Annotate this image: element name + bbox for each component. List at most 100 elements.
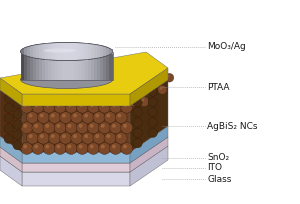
Circle shape [104, 87, 107, 90]
Circle shape [95, 97, 105, 107]
Polygon shape [91, 44, 94, 59]
Polygon shape [100, 46, 103, 57]
Polygon shape [0, 156, 22, 186]
Circle shape [40, 134, 44, 138]
Circle shape [98, 142, 110, 154]
Polygon shape [24, 51, 27, 80]
Circle shape [148, 108, 158, 117]
Circle shape [30, 99, 33, 102]
Circle shape [34, 124, 38, 128]
Polygon shape [110, 51, 112, 80]
Polygon shape [39, 51, 42, 80]
Circle shape [147, 85, 156, 94]
Circle shape [73, 97, 82, 107]
Circle shape [148, 118, 158, 127]
Circle shape [119, 99, 122, 102]
Circle shape [39, 97, 49, 107]
Circle shape [112, 124, 116, 128]
Circle shape [143, 73, 152, 82]
Circle shape [23, 103, 27, 107]
Polygon shape [103, 51, 106, 80]
Circle shape [165, 73, 174, 82]
Polygon shape [67, 42, 70, 61]
Polygon shape [76, 43, 79, 60]
Polygon shape [30, 46, 33, 57]
Polygon shape [88, 51, 91, 80]
Circle shape [4, 103, 14, 113]
Circle shape [123, 124, 127, 128]
Circle shape [13, 110, 22, 119]
Polygon shape [27, 51, 30, 80]
Circle shape [128, 97, 138, 107]
Circle shape [75, 99, 78, 102]
Polygon shape [22, 163, 130, 172]
Polygon shape [130, 80, 168, 152]
Circle shape [148, 128, 158, 137]
Polygon shape [33, 51, 36, 80]
Polygon shape [67, 51, 70, 80]
Circle shape [71, 132, 83, 144]
Circle shape [123, 145, 127, 148]
Polygon shape [20, 49, 24, 54]
Circle shape [73, 114, 77, 118]
Circle shape [87, 73, 96, 82]
Polygon shape [85, 51, 88, 80]
Polygon shape [70, 51, 73, 80]
Circle shape [84, 114, 88, 118]
Circle shape [21, 101, 33, 113]
Circle shape [43, 122, 55, 134]
Polygon shape [0, 64, 168, 106]
Circle shape [122, 75, 125, 78]
Circle shape [21, 142, 33, 154]
Circle shape [118, 134, 122, 138]
Circle shape [62, 134, 66, 138]
Circle shape [133, 97, 142, 107]
Circle shape [113, 85, 123, 94]
Circle shape [54, 142, 66, 154]
Circle shape [76, 73, 85, 82]
Circle shape [43, 142, 55, 154]
Circle shape [49, 87, 52, 90]
Circle shape [91, 85, 101, 94]
Circle shape [134, 75, 136, 78]
Circle shape [101, 145, 105, 148]
Polygon shape [82, 51, 85, 80]
Circle shape [93, 87, 96, 90]
Circle shape [4, 134, 14, 143]
Polygon shape [57, 51, 60, 80]
Circle shape [93, 132, 105, 144]
Circle shape [80, 85, 89, 94]
Circle shape [115, 132, 127, 144]
Circle shape [51, 114, 55, 118]
Polygon shape [51, 51, 54, 80]
Circle shape [4, 93, 14, 102]
Circle shape [100, 75, 103, 78]
Circle shape [97, 99, 100, 102]
Polygon shape [106, 51, 110, 80]
Polygon shape [24, 48, 27, 55]
Polygon shape [0, 52, 168, 94]
Polygon shape [22, 106, 130, 152]
Circle shape [117, 97, 127, 107]
Circle shape [78, 75, 81, 78]
Text: AgBiS₂ NCs: AgBiS₂ NCs [207, 122, 257, 131]
Polygon shape [51, 43, 54, 60]
Circle shape [32, 101, 44, 113]
Circle shape [93, 111, 105, 123]
Circle shape [79, 124, 83, 128]
Ellipse shape [20, 42, 112, 61]
Circle shape [158, 85, 167, 94]
Circle shape [110, 142, 122, 154]
Circle shape [87, 101, 99, 113]
Polygon shape [64, 42, 67, 61]
Circle shape [141, 99, 144, 102]
Circle shape [28, 97, 38, 107]
Circle shape [41, 99, 44, 102]
Circle shape [154, 73, 163, 82]
Polygon shape [106, 48, 110, 55]
Circle shape [167, 75, 169, 78]
Circle shape [89, 75, 92, 78]
Circle shape [115, 111, 127, 123]
Circle shape [52, 99, 56, 102]
Circle shape [121, 142, 133, 154]
